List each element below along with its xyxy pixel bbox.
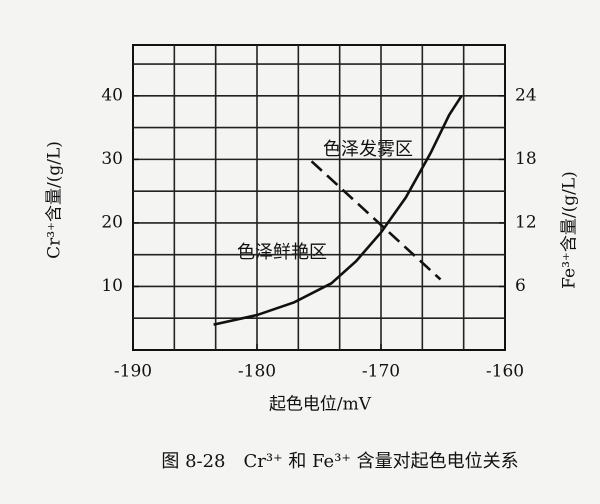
curve xyxy=(213,95,463,326)
y2-tick-label: 24 xyxy=(515,85,537,105)
plot-frame xyxy=(132,44,506,351)
y-tick-label: 10 xyxy=(101,276,123,296)
y2-tick-label: 12 xyxy=(515,212,537,232)
y2-tick-label: 18 xyxy=(515,149,537,169)
y-tick-label: 30 xyxy=(101,149,123,169)
x-axis-label: 起色电位/mV xyxy=(269,395,372,415)
x-tick-label: -190 xyxy=(114,362,152,382)
y-tick-label: 20 xyxy=(101,212,123,232)
annotation: 色泽鲜艳区 xyxy=(237,242,327,263)
y2-axis-label: Fe³⁺含量/(g/L) xyxy=(560,171,580,289)
caption: 图 8-28 Cr³⁺ 和 Fe³⁺ 含量对起色电位关系 xyxy=(161,451,518,472)
x-tick-label: -160 xyxy=(486,362,524,382)
annotation: 色泽发雾区 xyxy=(323,139,413,160)
x-tick-label: -180 xyxy=(238,362,276,382)
y-axis-label: Cr³⁺含量/(g/L) xyxy=(45,141,65,259)
y2-tick-label: 6 xyxy=(515,276,526,296)
x-tick-label: -170 xyxy=(362,362,400,382)
dashed-line xyxy=(310,160,442,281)
y-tick-label: 40 xyxy=(101,85,123,105)
